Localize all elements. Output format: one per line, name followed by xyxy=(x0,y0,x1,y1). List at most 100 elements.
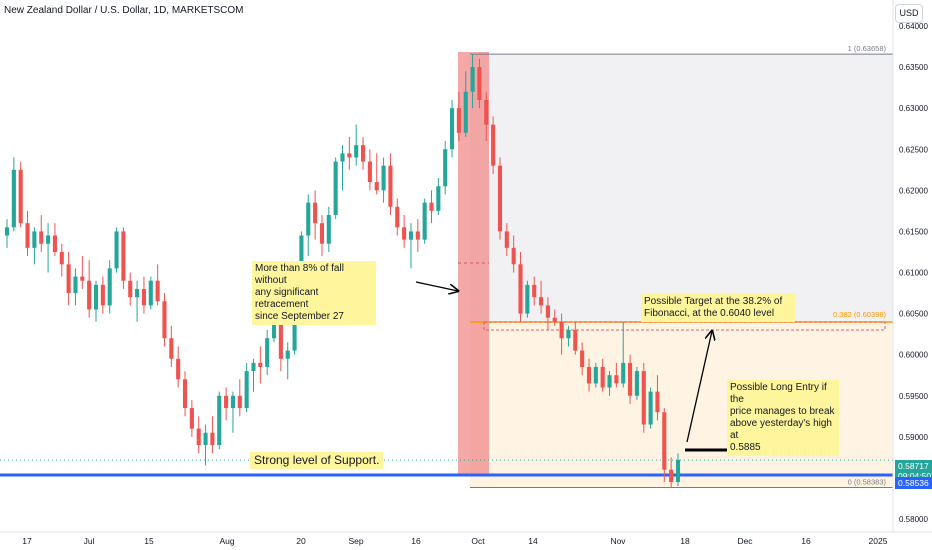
candle xyxy=(107,260,112,314)
candle-body xyxy=(326,214,331,244)
candle-body xyxy=(402,227,407,240)
x-tick-label: Sep xyxy=(348,536,363,546)
candle-body xyxy=(80,276,85,281)
candle-body xyxy=(607,375,612,388)
candle-body xyxy=(491,124,496,166)
entry-note-line: above yesterday's high at xyxy=(730,418,832,441)
candle xyxy=(155,264,160,306)
candle-body xyxy=(641,371,646,425)
candle xyxy=(395,198,400,236)
candle-body xyxy=(600,366,605,388)
candle-body xyxy=(470,67,475,92)
candle xyxy=(415,219,420,252)
y-tick-label: 0.60000 xyxy=(899,351,928,360)
candle-body xyxy=(456,108,461,133)
candle xyxy=(251,358,256,392)
x-tick-label: 16 xyxy=(801,536,811,546)
last-price: 0.58717 xyxy=(898,461,929,471)
candle-body xyxy=(224,395,229,409)
candle xyxy=(655,375,660,421)
y-tick-label: 0.58000 xyxy=(899,515,928,524)
candle-body xyxy=(436,186,441,211)
candle xyxy=(52,223,57,257)
candle-body xyxy=(333,161,338,215)
candle xyxy=(347,136,352,170)
fall-note-line: since September 27 xyxy=(255,311,344,322)
candle-body xyxy=(511,247,516,265)
candle xyxy=(18,161,23,228)
candle xyxy=(182,371,188,417)
x-tick-label: Aug xyxy=(219,536,234,546)
candle-body xyxy=(484,99,489,125)
candle-body xyxy=(313,202,318,224)
candle-body xyxy=(52,235,57,252)
candle-body xyxy=(46,235,51,244)
entry-note-line: price manages to break xyxy=(730,406,835,417)
candle-body xyxy=(497,165,503,232)
x-tick-label: 20 xyxy=(296,536,306,546)
candle-body xyxy=(518,264,523,314)
candle xyxy=(552,309,557,326)
candle-body xyxy=(87,280,92,310)
candle-body xyxy=(251,362,256,372)
candle-body xyxy=(347,153,352,158)
candle xyxy=(586,358,592,392)
candle xyxy=(196,416,201,454)
candle xyxy=(340,145,345,191)
candle-body xyxy=(162,301,167,339)
candle xyxy=(285,342,290,380)
candle-body xyxy=(244,371,249,409)
currency-button[interactable]: USD xyxy=(895,4,923,23)
candle xyxy=(93,280,99,322)
y-tick-label: 0.62500 xyxy=(899,145,928,154)
candle xyxy=(511,235,516,273)
candle xyxy=(313,190,318,240)
y-tick-label: 0.63500 xyxy=(899,63,928,72)
candle xyxy=(367,149,372,191)
fall-arrow xyxy=(415,281,458,291)
y-tick-label: 0.64000 xyxy=(899,22,928,31)
candle-body xyxy=(285,350,290,359)
candle-body xyxy=(73,276,78,294)
candle-body xyxy=(210,432,215,446)
x-tick-label: 16 xyxy=(411,536,421,546)
candle-body xyxy=(539,297,544,306)
candle-body xyxy=(59,251,64,265)
candle-body xyxy=(545,305,550,318)
candle-body xyxy=(422,202,427,240)
candle xyxy=(46,223,51,273)
fall-note-line: any significant retracement xyxy=(255,287,319,310)
candle-body xyxy=(477,67,482,100)
candle-body xyxy=(121,231,126,281)
candle xyxy=(518,251,523,322)
candle xyxy=(497,157,503,240)
x-tick-label: Nov xyxy=(610,536,626,546)
last-price-tag: 0.58717 09:04:50 xyxy=(895,460,932,482)
candle xyxy=(333,157,338,220)
candle-body xyxy=(25,223,30,248)
x-tick-label: 14 xyxy=(528,536,538,546)
candle xyxy=(32,227,37,265)
candle xyxy=(66,251,71,306)
candle xyxy=(388,153,393,215)
candle-body xyxy=(532,284,537,298)
fib-label-0: 0 (0.58383) xyxy=(848,478,887,487)
candle-body xyxy=(360,145,366,162)
entry-note-line: Possible Long Entry if the xyxy=(730,382,827,405)
candle-body xyxy=(32,231,37,248)
target-note: Possible Target at the 38.2% of Fibonacc… xyxy=(641,294,795,322)
candle-body xyxy=(415,231,420,240)
candle xyxy=(114,227,119,273)
y-tick-label: 0.60500 xyxy=(899,310,928,319)
candle-body xyxy=(230,395,236,409)
x-tick-label: Jul xyxy=(84,536,95,546)
candle xyxy=(422,198,427,244)
candle xyxy=(169,325,174,367)
candle-body xyxy=(655,391,660,413)
candle-body xyxy=(463,91,468,133)
candle xyxy=(141,276,146,314)
candle-body xyxy=(340,153,345,162)
candle-body xyxy=(354,145,359,158)
x-tick-label: 2025 xyxy=(869,536,888,546)
